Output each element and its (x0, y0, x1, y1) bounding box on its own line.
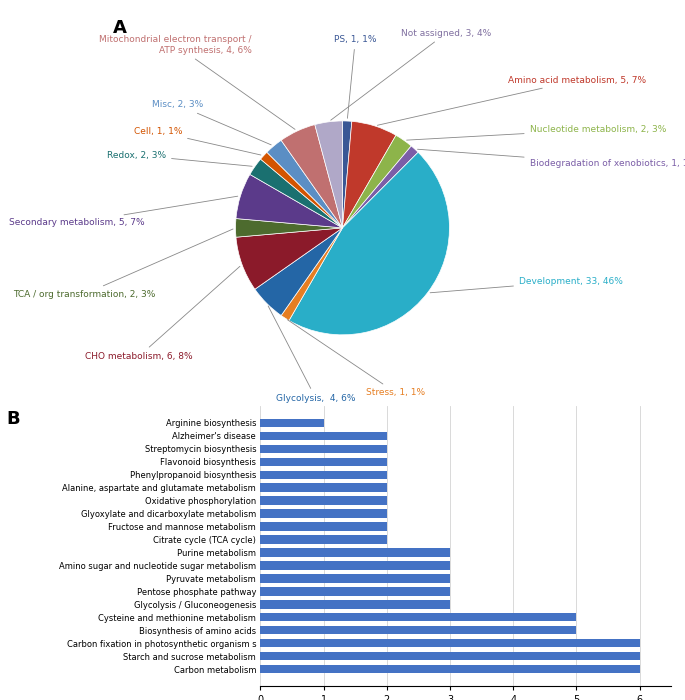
Bar (260, 613, 577, 622)
Wedge shape (236, 218, 342, 237)
Text: Development, 33, 46%: Development, 33, 46% (430, 277, 623, 293)
Bar (260, 522, 387, 531)
Wedge shape (260, 153, 342, 228)
Text: TCA / org transformation, 2, 3%: TCA / org transformation, 2, 3% (13, 229, 233, 299)
Wedge shape (281, 228, 342, 321)
Wedge shape (236, 174, 342, 228)
Bar (260, 458, 387, 466)
Wedge shape (236, 228, 342, 289)
Bar (260, 496, 387, 505)
Bar (260, 561, 450, 570)
Bar (260, 574, 450, 582)
Text: Mitochondrial electron transport /
ATP synthesis, 4, 6%: Mitochondrial electron transport / ATP s… (99, 35, 295, 130)
Bar (260, 470, 387, 479)
Bar (260, 419, 323, 427)
Text: Glycolysis,  4, 6%: Glycolysis, 4, 6% (268, 306, 356, 402)
Wedge shape (255, 228, 342, 316)
Bar (260, 665, 640, 673)
Wedge shape (281, 125, 342, 228)
Text: Cell, 1, 1%: Cell, 1, 1% (134, 127, 261, 155)
Wedge shape (342, 121, 352, 228)
Wedge shape (267, 140, 342, 228)
Wedge shape (250, 159, 342, 228)
Bar (260, 510, 387, 518)
Bar (260, 432, 387, 440)
Text: B: B (7, 410, 21, 428)
Bar (260, 587, 450, 596)
Text: Nucleotide metabolism, 2, 3%: Nucleotide metabolism, 2, 3% (407, 125, 666, 140)
Text: Secondary metabolism, 5, 7%: Secondary metabolism, 5, 7% (9, 196, 238, 227)
Bar (260, 652, 640, 660)
Text: Stress, 1, 1%: Stress, 1, 1% (287, 320, 425, 398)
Bar (260, 444, 387, 453)
Text: A: A (112, 20, 127, 37)
Wedge shape (289, 153, 449, 335)
Bar (260, 548, 450, 556)
Text: Not assigned, 3, 4%: Not assigned, 3, 4% (331, 29, 492, 120)
Text: Biodegradation of xenobiotics, 1, 1%: Biodegradation of xenobiotics, 1, 1% (418, 149, 685, 168)
Text: Misc, 2, 3%: Misc, 2, 3% (152, 100, 271, 145)
Wedge shape (315, 121, 342, 228)
Text: PS, 1, 1%: PS, 1, 1% (334, 35, 377, 118)
Wedge shape (342, 146, 418, 228)
Bar (260, 600, 450, 608)
Bar (260, 484, 387, 492)
Wedge shape (342, 135, 411, 228)
Text: Amino acid metabolism, 5, 7%: Amino acid metabolism, 5, 7% (377, 76, 647, 125)
Bar (260, 626, 577, 634)
Text: Redox, 2, 3%: Redox, 2, 3% (107, 150, 252, 167)
Text: CHO metabolism, 6, 8%: CHO metabolism, 6, 8% (85, 266, 240, 360)
Bar (260, 639, 640, 648)
Bar (260, 536, 387, 544)
Wedge shape (342, 121, 396, 228)
